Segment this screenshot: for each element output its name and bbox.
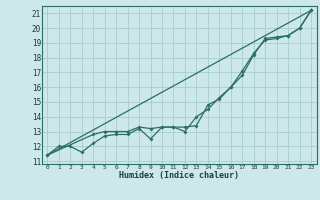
X-axis label: Humidex (Indice chaleur): Humidex (Indice chaleur): [119, 171, 239, 180]
